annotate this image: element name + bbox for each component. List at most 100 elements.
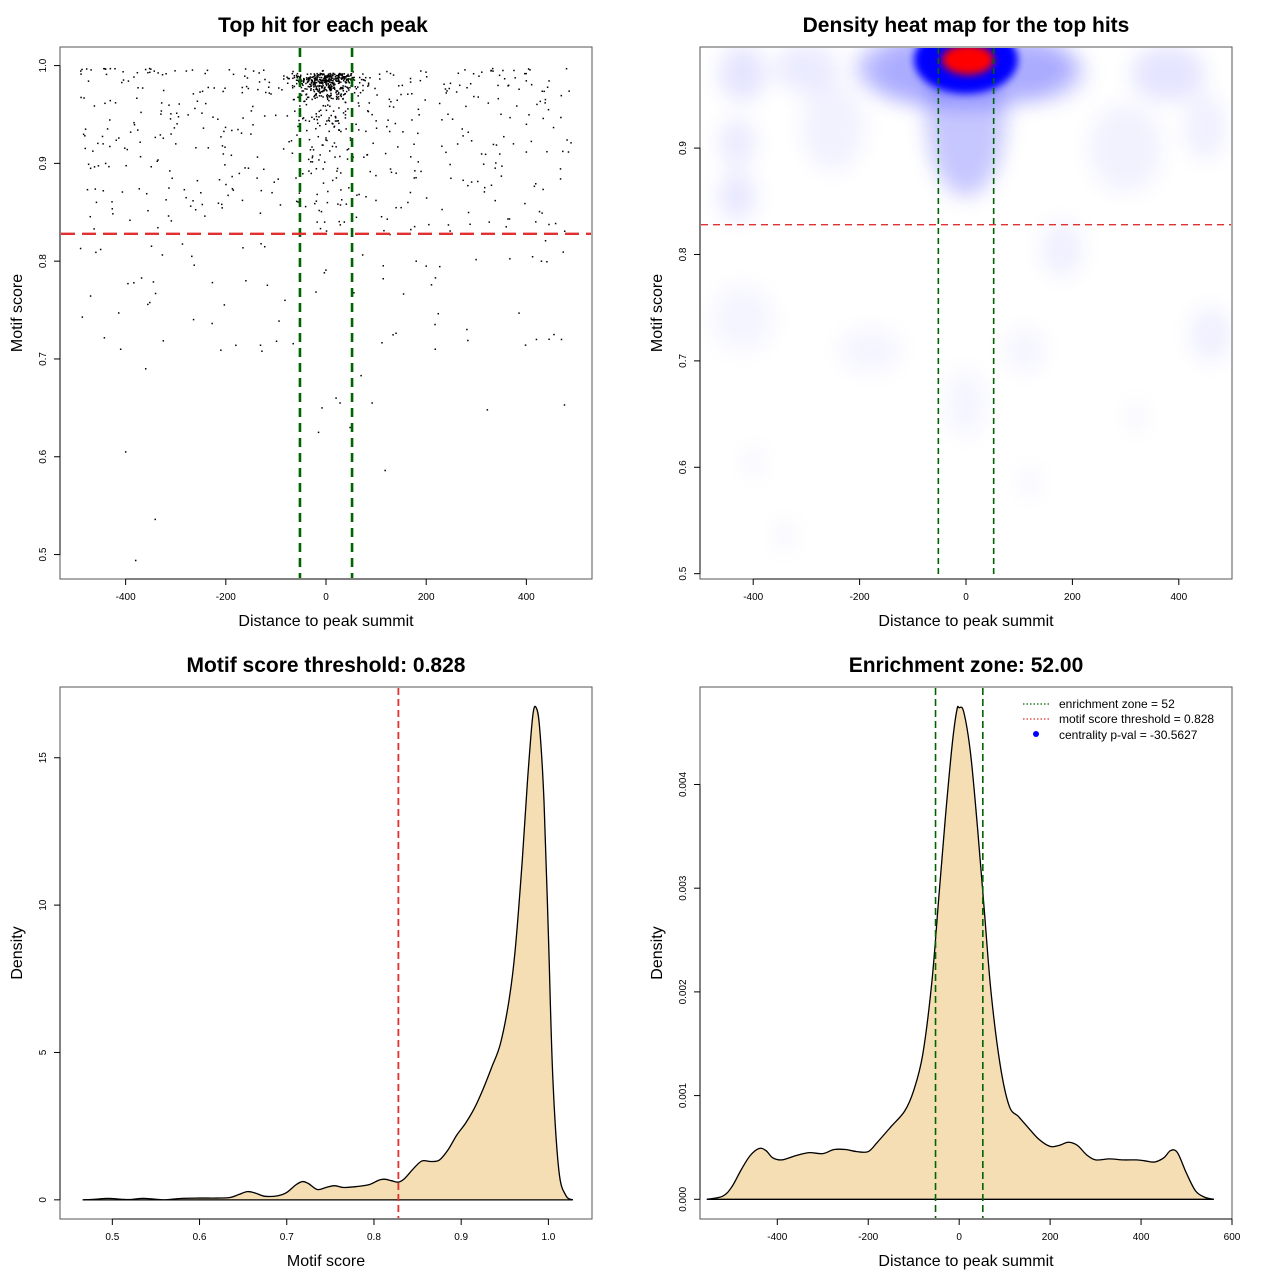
data-point [372,142,374,145]
data-point [312,149,315,151]
data-point [138,188,141,190]
y-tick-label: 0.7 [678,353,689,367]
data-point [315,200,318,202]
data-point [93,228,95,230]
data-point [338,72,341,75]
data-point [322,182,325,184]
data-point [318,88,321,90]
data-point [337,82,340,85]
data-point [299,105,301,107]
data-point [490,184,493,187]
data-point [346,78,349,80]
y-tick-label: 0.003 [678,875,689,900]
data-point [306,81,309,84]
data-point [559,168,562,170]
data-point [539,100,542,103]
data-point [312,76,314,78]
data-point [150,165,152,168]
data-point [444,88,447,90]
data-point [314,202,316,205]
data-point [509,116,511,119]
data-point [103,67,105,70]
data-point [85,68,88,70]
data-point [144,368,147,370]
data-point [355,216,358,219]
data-point [303,100,306,102]
data-point [335,177,338,179]
data-point [106,128,109,130]
data-point [525,151,528,153]
data-point [310,84,312,86]
data-point [292,342,294,345]
density-blob [718,48,767,102]
data-point [109,119,111,121]
data-point [89,215,92,218]
data-point [259,344,262,346]
data-point [527,68,530,70]
data-point [317,80,320,83]
data-point [473,95,475,98]
data-point [92,150,94,152]
data-point [388,98,391,101]
data-point [542,188,544,191]
data-point [111,208,114,210]
data-point [95,201,98,204]
data-point [390,171,393,174]
data-point [332,123,334,125]
data-point [152,281,155,283]
data-point [311,146,313,148]
data-point [315,92,318,95]
data-point [264,78,266,81]
data-point [353,292,355,294]
data-point [223,130,225,133]
data-point [341,88,343,90]
data-point [312,84,315,86]
data-point [175,112,178,114]
data-point [449,82,452,85]
data-point [343,78,346,80]
data-point [357,95,359,97]
data-point [487,102,490,104]
data-point [355,88,358,90]
data-point [364,79,366,82]
data-point [337,79,340,81]
data-point [568,90,570,92]
density-blob [1088,103,1163,193]
data-point [327,83,330,85]
data-point [316,72,318,75]
data-point [402,131,404,133]
data-point [314,85,316,87]
data-point [311,79,314,82]
data-point [332,74,334,76]
data-point [562,251,564,253]
data-point [352,77,354,79]
x-tick-label: -200 [850,592,870,603]
data-point [99,248,102,251]
data-point [320,114,323,117]
data-point [162,89,165,92]
data-point [291,86,294,89]
data-point [313,95,316,97]
data-point [325,75,327,77]
data-point [486,409,489,411]
data-point [318,116,320,118]
data-point [384,469,386,472]
data-point [136,71,139,74]
data-point [154,518,156,521]
data-point [337,74,340,77]
data-point [328,78,330,81]
data-point [136,129,139,131]
data-point [315,168,318,170]
data-point [97,142,99,145]
data-point [321,90,324,93]
data-point [340,73,342,75]
data-point [314,97,316,100]
data-point [491,67,494,70]
data-point [362,84,364,87]
data-point [392,334,394,336]
data-point [296,75,298,78]
data-point [318,84,321,87]
data-point [311,98,313,101]
data-point [345,75,348,78]
heatmap-layer [710,48,1231,437]
